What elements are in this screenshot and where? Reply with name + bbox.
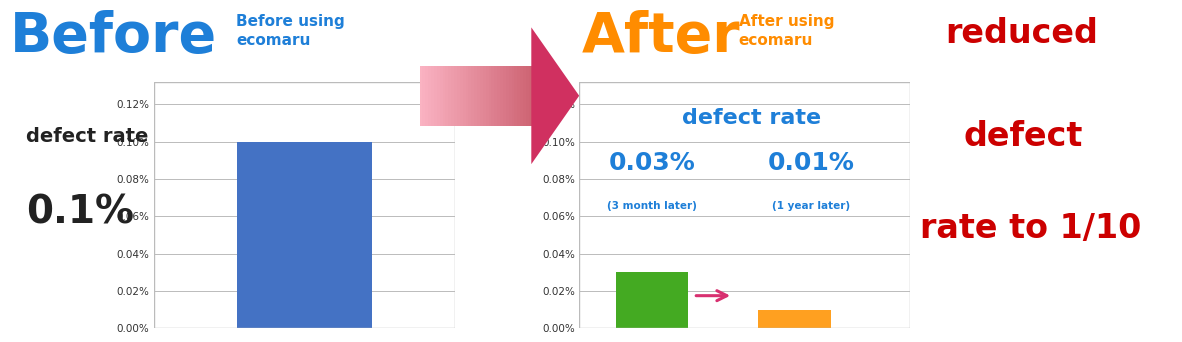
Polygon shape xyxy=(480,66,482,126)
Polygon shape xyxy=(420,66,422,126)
Polygon shape xyxy=(514,66,518,126)
Text: reduced: reduced xyxy=(946,17,1098,50)
Text: Before: Before xyxy=(9,10,216,64)
Text: (1 year later): (1 year later) xyxy=(772,201,850,211)
Text: (3 month later): (3 month later) xyxy=(608,201,697,211)
Polygon shape xyxy=(526,66,528,126)
Polygon shape xyxy=(428,66,431,126)
Polygon shape xyxy=(460,66,462,126)
Text: Before using
ecomaru: Before using ecomaru xyxy=(236,14,345,49)
Polygon shape xyxy=(472,66,474,126)
Bar xyxy=(616,272,688,328)
Polygon shape xyxy=(431,66,434,126)
Polygon shape xyxy=(502,66,506,126)
Polygon shape xyxy=(518,66,520,126)
Polygon shape xyxy=(522,66,526,126)
Polygon shape xyxy=(457,66,460,126)
Polygon shape xyxy=(474,66,478,126)
Polygon shape xyxy=(442,66,446,126)
Text: rate to 1/10: rate to 1/10 xyxy=(920,212,1141,245)
Polygon shape xyxy=(532,66,534,126)
Polygon shape xyxy=(452,66,454,126)
Text: 0.1%: 0.1% xyxy=(26,193,134,231)
Polygon shape xyxy=(468,66,472,126)
Text: defect rate: defect rate xyxy=(682,108,820,128)
Bar xyxy=(758,310,831,328)
Polygon shape xyxy=(426,66,428,126)
Text: 0.03%: 0.03% xyxy=(609,151,695,175)
Polygon shape xyxy=(440,66,442,126)
Polygon shape xyxy=(500,66,502,126)
Polygon shape xyxy=(437,66,440,126)
Polygon shape xyxy=(462,66,466,126)
Polygon shape xyxy=(508,66,512,126)
Polygon shape xyxy=(498,66,500,126)
Polygon shape xyxy=(494,66,498,126)
Polygon shape xyxy=(492,66,494,126)
Polygon shape xyxy=(520,66,522,126)
Polygon shape xyxy=(512,66,514,126)
Text: After using
ecomaru: After using ecomaru xyxy=(739,14,834,49)
Polygon shape xyxy=(488,66,492,126)
Polygon shape xyxy=(482,66,486,126)
Bar xyxy=(236,142,372,328)
Polygon shape xyxy=(454,66,457,126)
Polygon shape xyxy=(531,27,579,164)
Text: 0.01%: 0.01% xyxy=(767,151,855,175)
Polygon shape xyxy=(446,66,448,126)
Text: After: After xyxy=(582,10,740,64)
Polygon shape xyxy=(506,66,508,126)
Text: defect: defect xyxy=(963,120,1083,153)
Polygon shape xyxy=(422,66,426,126)
Polygon shape xyxy=(448,66,452,126)
Polygon shape xyxy=(478,66,480,126)
Polygon shape xyxy=(486,66,488,126)
Text: defect rate: defect rate xyxy=(26,127,149,146)
Polygon shape xyxy=(466,66,468,126)
Polygon shape xyxy=(434,66,437,126)
Polygon shape xyxy=(528,66,532,126)
